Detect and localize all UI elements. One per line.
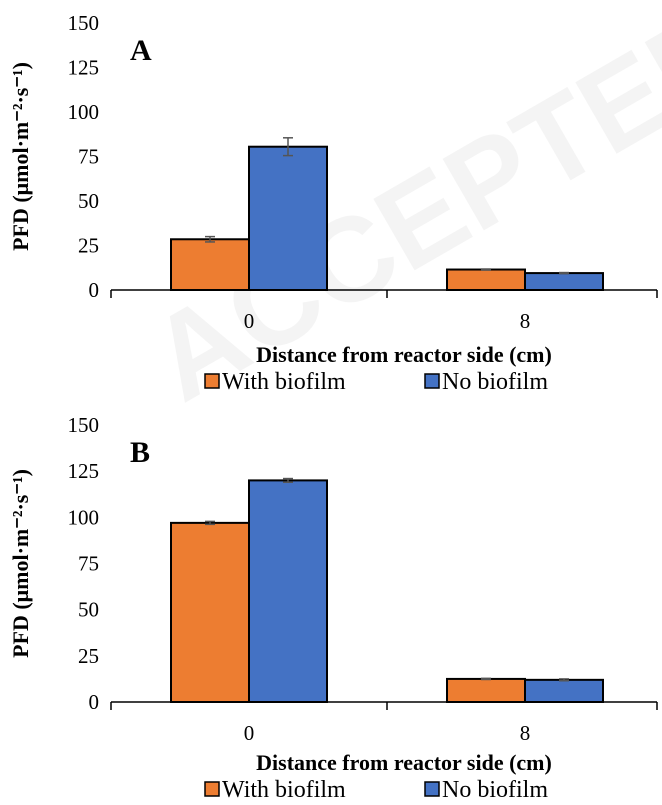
bar	[524, 272, 604, 291]
x-tick-label: 8	[520, 309, 531, 333]
y-tick-label: 125	[68, 459, 100, 483]
y-tick-label: 50	[78, 598, 99, 622]
y-tick-label: 125	[68, 56, 100, 80]
legend-label: With biofilm	[222, 777, 346, 803]
y-axis-label: PFD (μmol·m⁻²·s⁻¹)	[8, 62, 33, 251]
legend-swatch	[424, 373, 440, 389]
y-tick-label: 75	[78, 552, 99, 576]
bar	[170, 238, 250, 292]
y-tick-label: 75	[78, 145, 99, 169]
y-tick-label: 50	[78, 189, 99, 213]
bar	[170, 521, 250, 704]
panel-A: 0 25 50 75 100 125 150 PFD (μmol·m⁻²·s⁻¹) A 0 8 Dis…	[8, 11, 658, 395]
legend-entry: With biofilm	[204, 369, 346, 395]
legend-swatch	[424, 781, 440, 797]
x-tick-label: 0	[244, 721, 255, 745]
panel-label: B	[130, 436, 150, 469]
legend-entry: With biofilm	[204, 777, 346, 803]
y-tick-label: 100	[68, 505, 100, 529]
legend-label: No biofilm	[442, 369, 548, 395]
legend-swatch	[204, 373, 220, 389]
y-tick-label: 25	[78, 644, 99, 668]
x-axis-label: Distance from reactor side (cm)	[256, 342, 552, 367]
bar	[446, 677, 526, 704]
legend-label: No biofilm	[442, 777, 548, 803]
panel-label: A	[130, 34, 152, 67]
y-tick-label: 0	[89, 278, 100, 302]
y-tick-label: 150	[68, 11, 100, 35]
legend-entry: No biofilm	[424, 369, 548, 395]
legend-label: With biofilm	[222, 369, 346, 395]
x-axis-label: Distance from reactor side (cm)	[256, 750, 552, 775]
y-tick-label: 150	[68, 413, 100, 437]
bar	[524, 678, 604, 704]
y-tick-label: 25	[78, 234, 99, 258]
y-axis-label: PFD (μmol·m⁻²·s⁻¹)	[8, 469, 33, 658]
legend-entry: No biofilm	[424, 777, 548, 803]
y-tick-label: 100	[68, 100, 100, 124]
bar	[446, 268, 526, 291]
bar	[248, 145, 328, 291]
y-tick-label: 0	[89, 690, 100, 714]
panel-B: 0 25 50 75 100 125 150 PFD (μmol·m⁻²·s⁻¹) B 0 8 Dis…	[8, 413, 658, 803]
x-tick-label: 0	[244, 309, 255, 333]
x-tick-label: 8	[520, 721, 531, 745]
legend-swatch	[204, 781, 220, 797]
bar	[248, 479, 328, 703]
